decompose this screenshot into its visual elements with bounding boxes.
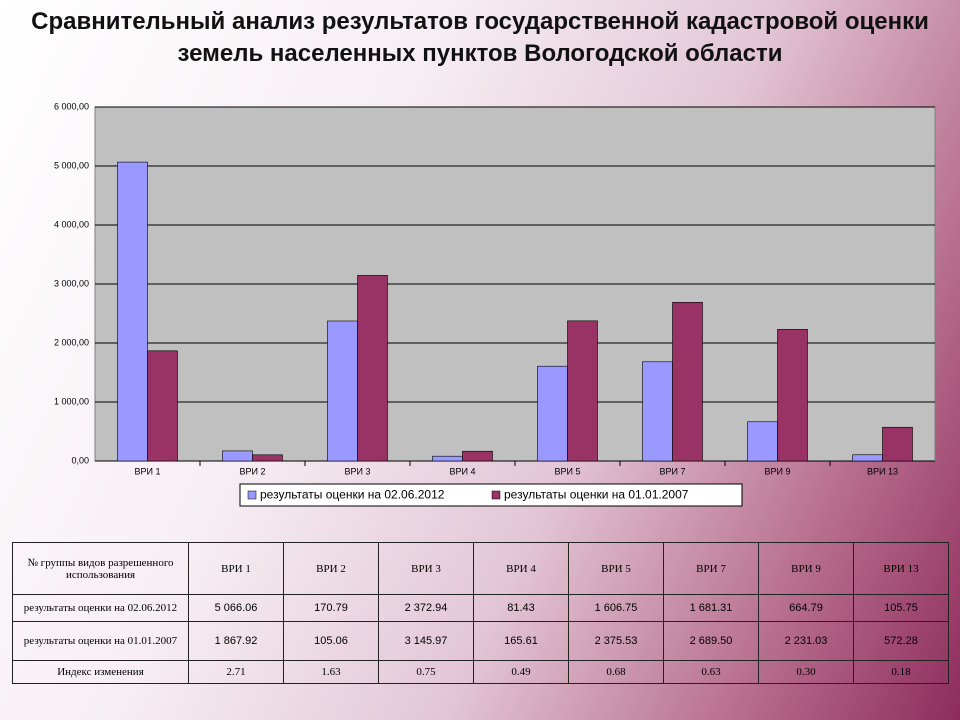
legend-label: результаты оценки на 01.01.2007 (504, 488, 689, 502)
table-row: результаты оценки на 02.06.2012 5 066.06 1… (12, 594, 949, 622)
bar (252, 454, 283, 462)
cell: 2.71 (188, 660, 284, 684)
bar (672, 302, 703, 462)
cell: 165.61 (473, 621, 569, 661)
title: Сравнительный анализ результатов государ… (31, 8, 929, 67)
cell: 3 145.97 (378, 621, 474, 661)
header-cell: ВРИ 2 (283, 542, 379, 595)
legend-label: результаты оценки на 02.06.2012 (260, 488, 445, 502)
bar (432, 455, 463, 462)
cell: 81.43 (473, 594, 569, 622)
cell: 0.63 (663, 660, 759, 684)
cell: 2 689.50 (663, 621, 759, 661)
table-row: результаты оценки на 01.01.2007 1 867.92 1… (12, 621, 949, 661)
bar (747, 421, 778, 462)
legend-swatch (491, 490, 501, 500)
cell: 0.75 (378, 660, 474, 684)
bar (147, 350, 178, 462)
header-cell: ВРИ 3 (378, 542, 474, 595)
cell: 105.75 (853, 594, 949, 622)
table-row: Индекс изменения 2.71 1.63 0.75 0.49 0.68 0.63… (12, 660, 949, 684)
cell: 2 375.53 (568, 621, 664, 661)
cell: 1 606.75 (568, 594, 664, 622)
header-cell: ВРИ 4 (473, 542, 569, 595)
cell: 572.28 (853, 621, 949, 661)
table-row: № группы видов разрешенного использовани… (12, 542, 949, 595)
bar (462, 450, 493, 462)
cell: 2 372.94 (378, 594, 474, 622)
cell: 1.63 (283, 660, 379, 684)
cell: Индекс изменения (12, 660, 189, 684)
bar (567, 320, 598, 462)
y-tick-label: 5 000,00 (54, 160, 89, 170)
cell: 0.18 (853, 660, 949, 684)
x-tick-label: ВРИ 9 (765, 466, 791, 476)
cell: 0.68 (568, 660, 664, 684)
cell: результаты оценки на 01.01.2007 (12, 621, 189, 661)
bar (777, 329, 808, 462)
bar (537, 365, 568, 462)
y-tick-label: 4 000,00 (54, 219, 89, 229)
cell: 664.79 (758, 594, 854, 622)
cell: 5 066.06 (188, 594, 284, 622)
cell: 2 231.03 (758, 621, 854, 661)
cell: результаты оценки на 02.06.2012 (12, 594, 189, 622)
header-cell: ВРИ 5 (568, 542, 664, 595)
table: № группы видов разрешенного использовани… (12, 542, 949, 684)
x-tick-label: ВРИ 1 (135, 466, 161, 476)
header-cell: ВРИ 7 (663, 542, 759, 595)
header-cell: ВРИ 9 (758, 542, 854, 595)
bar (117, 161, 148, 462)
bar (882, 426, 913, 462)
y-tick-label: 2 000,00 (54, 337, 89, 347)
x-tick-label: ВРИ 4 (450, 466, 476, 476)
cell: 0.30 (758, 660, 854, 684)
cell: 1 867.92 (188, 621, 284, 661)
bar (642, 361, 673, 462)
x-tick-label: ВРИ 2 (240, 466, 266, 476)
legend (239, 483, 743, 507)
cell: 1 681.31 (663, 594, 759, 622)
x-tick-label: ВРИ 3 (345, 466, 371, 476)
cell: 0.49 (473, 660, 569, 684)
y-tick-label: 6 000,00 (54, 101, 89, 111)
x-tick-label: ВРИ 13 (867, 466, 898, 476)
legend-swatch (247, 490, 257, 500)
chart: 0,00 1 000,00 2 000,00 3 000,00 4 000,00 5 00… (54, 101, 936, 507)
bar (357, 275, 388, 462)
bar (852, 454, 883, 462)
x-tick-label: ВРИ 7 (660, 466, 686, 476)
cell: 170.79 (283, 594, 379, 622)
bar (222, 450, 253, 462)
cell: 105.06 (283, 621, 379, 661)
y-tick-label: 3 000,00 (54, 278, 89, 288)
y-tick-label: 1 000,00 (54, 396, 89, 406)
header-cell: ВРИ 13 (853, 542, 949, 595)
y-tick-label: 0,00 (71, 455, 89, 465)
bar (327, 320, 358, 462)
header-cell: № группы видов разрешенного использовани… (12, 542, 189, 595)
header-cell: ВРИ 1 (188, 542, 284, 595)
x-tick-label: ВРИ 5 (555, 466, 581, 476)
